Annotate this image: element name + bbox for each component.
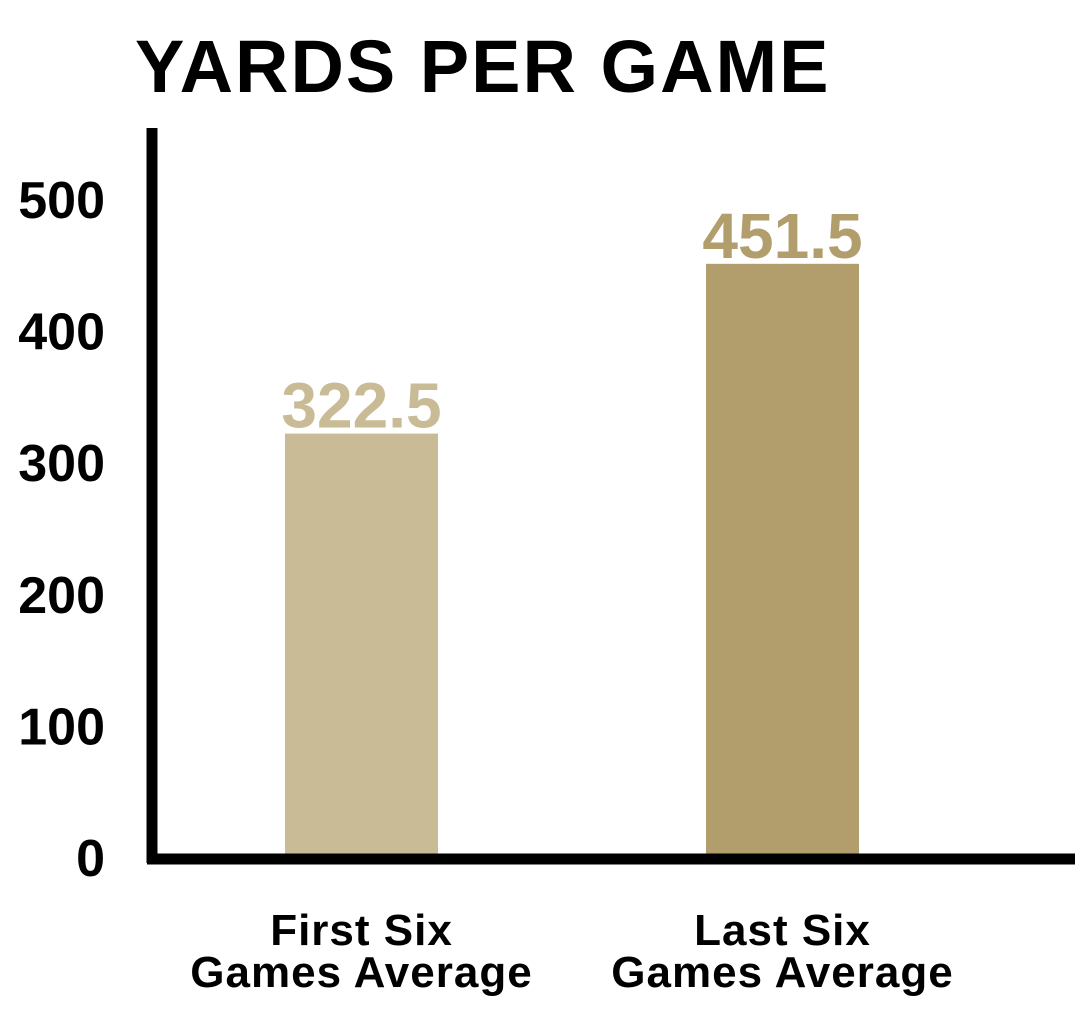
y-tick-label: 400 [18, 304, 105, 362]
y-tick-label: 300 [18, 435, 105, 493]
x-tick-label: First Six [270, 906, 453, 955]
y-tick-label: 200 [18, 567, 105, 625]
y-tick-label: 0 [76, 830, 105, 888]
axes [146, 128, 1075, 865]
data-labels: 322.5 451.5 [281, 200, 862, 442]
bar [706, 263, 859, 858]
y-tick-label: 500 [18, 172, 105, 230]
y-tick-label: 100 [18, 698, 105, 756]
data-label: 451.5 [702, 200, 862, 272]
bars [285, 263, 859, 858]
chart-title: YARDS PER GAME [135, 25, 831, 108]
x-tick-label: Games Average [190, 948, 532, 997]
bar [285, 433, 438, 858]
x-tick-label: Last Six [694, 906, 871, 955]
y-axis-ticks: 0 100 200 300 400 500 [18, 172, 105, 888]
x-tick-label: Games Average [611, 948, 953, 997]
data-label: 322.5 [281, 370, 441, 442]
